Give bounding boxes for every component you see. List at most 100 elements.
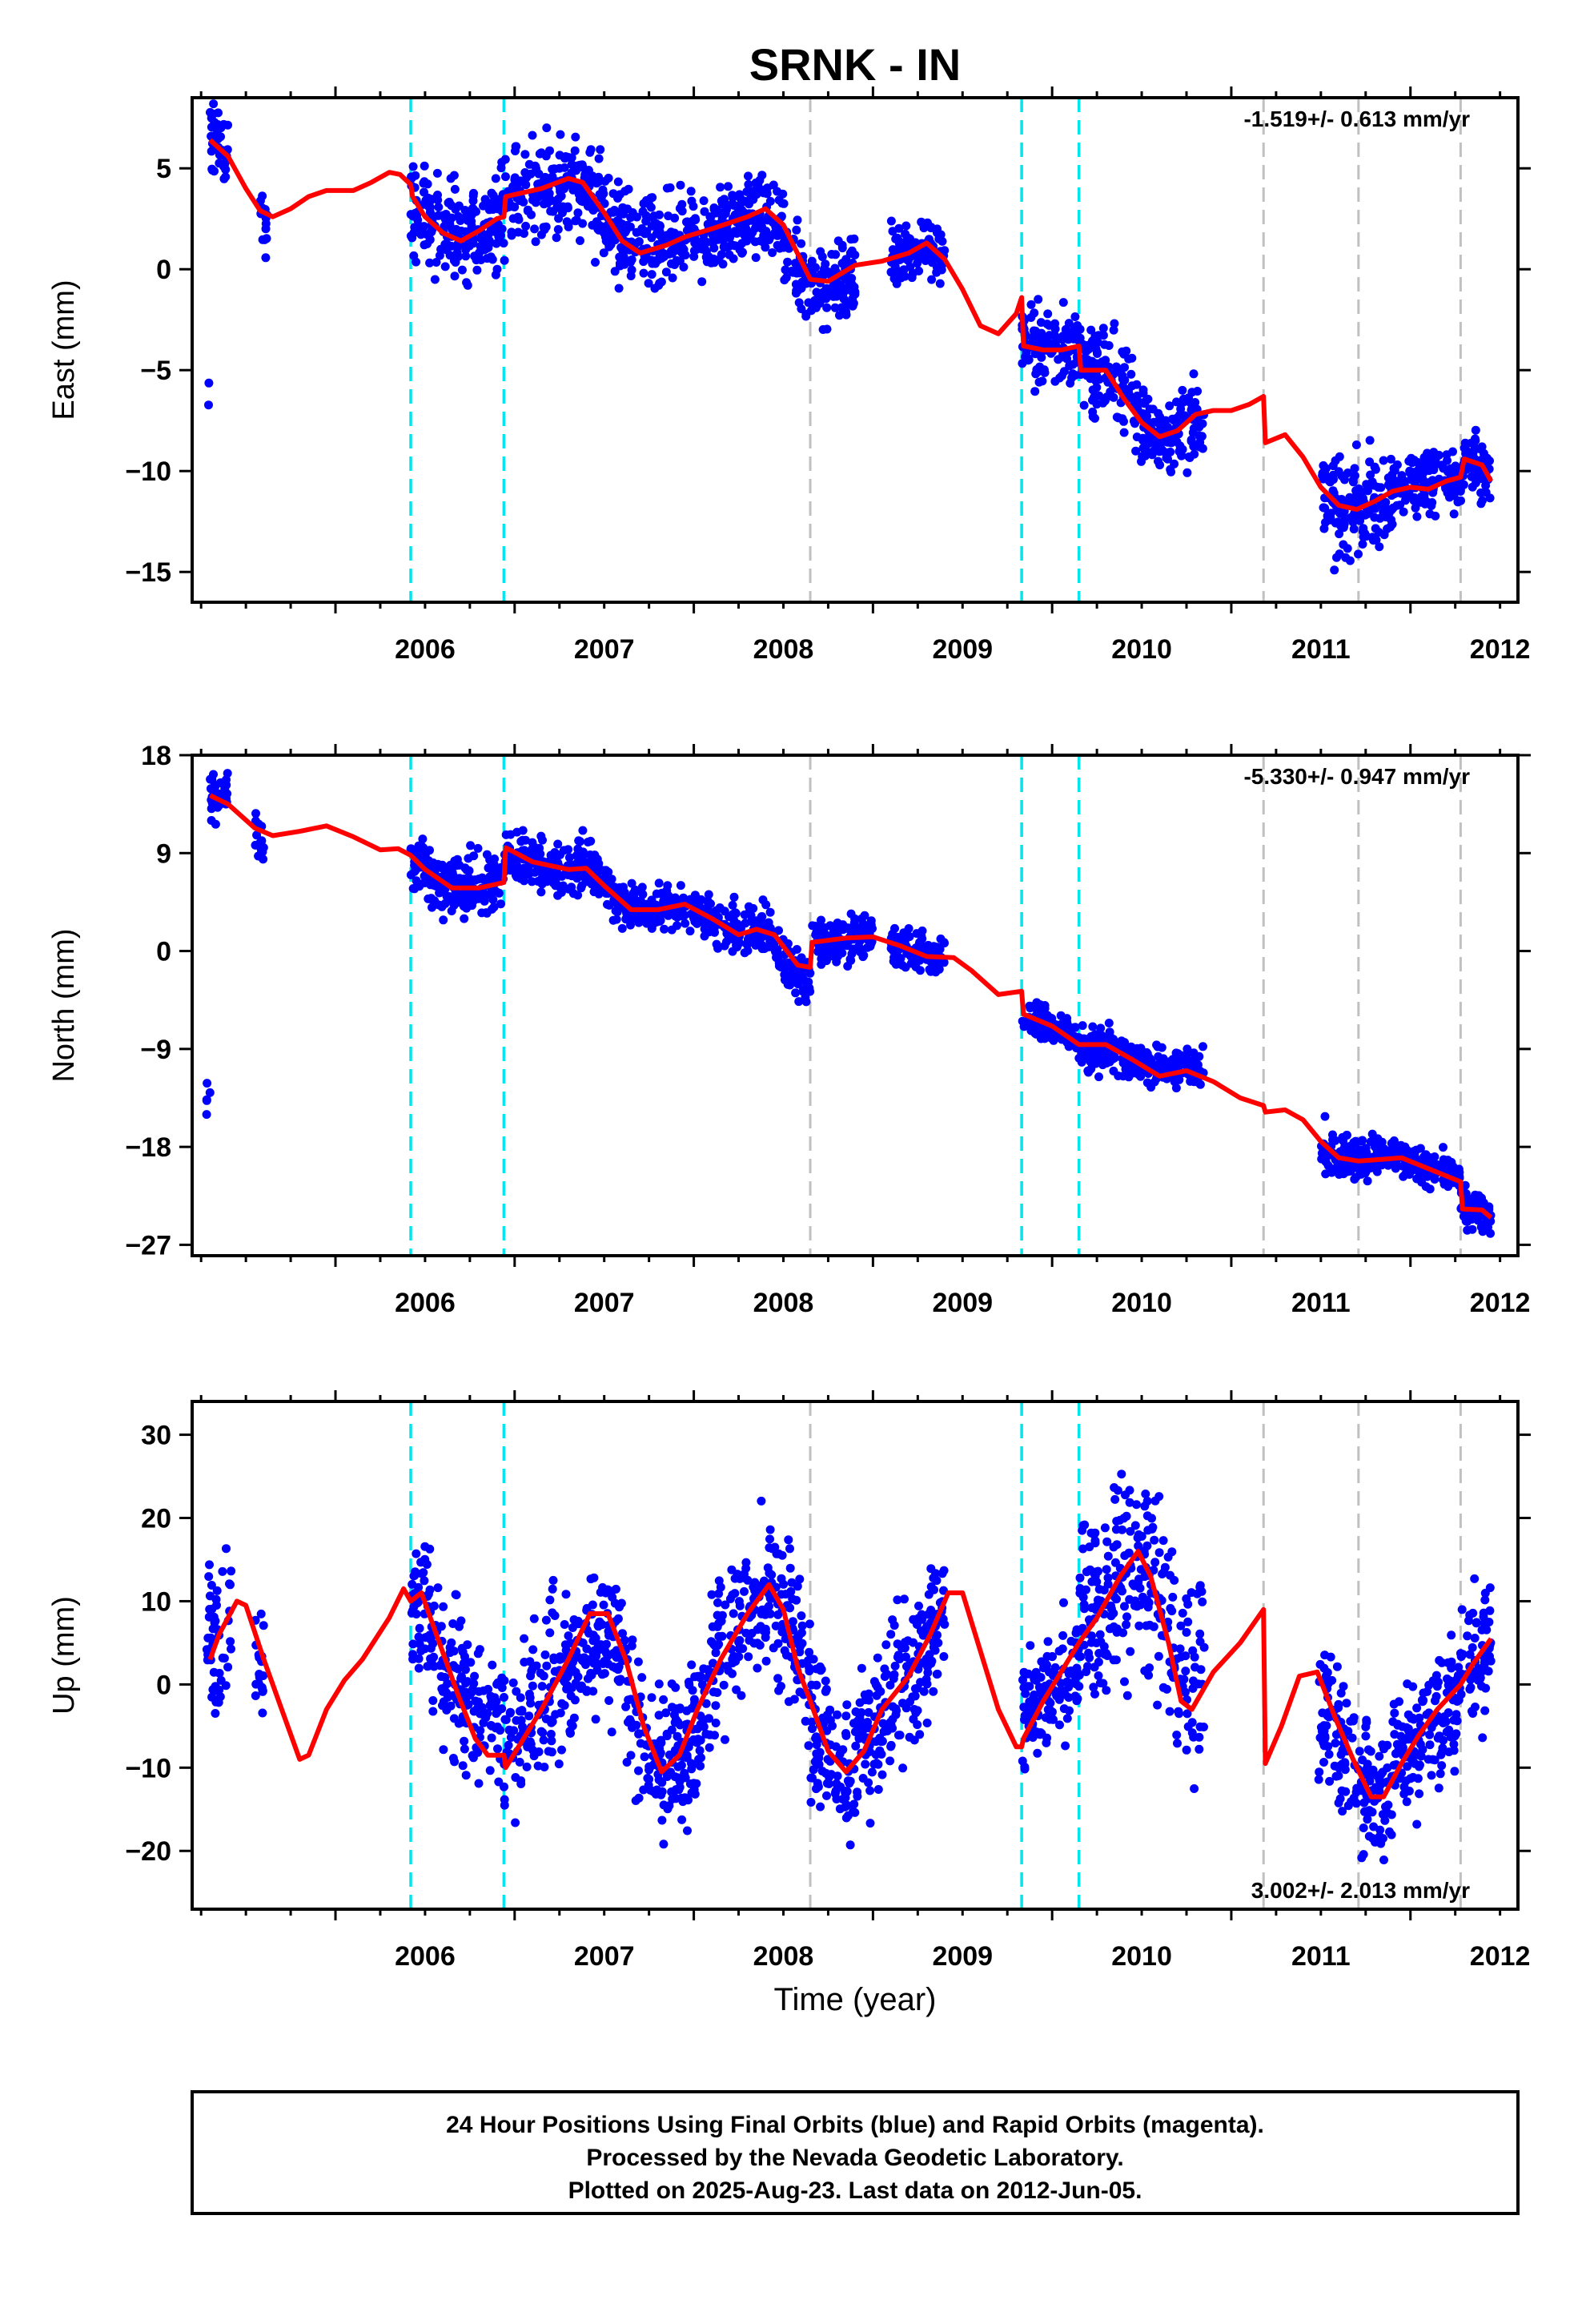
data-point [706, 899, 715, 908]
data-point [821, 259, 830, 269]
data-point [647, 1693, 656, 1703]
panel-frame [191, 754, 1520, 1257]
data-point [509, 1726, 519, 1735]
data-point [1338, 1146, 1347, 1155]
data-point [677, 245, 686, 255]
x-tick-label: 2007 [574, 1288, 635, 1318]
data-point [615, 190, 624, 199]
data-point [927, 275, 937, 284]
data-point [562, 217, 572, 227]
data-point [777, 1550, 787, 1560]
y-tick-label: −18 [125, 1132, 171, 1163]
data-point [1145, 448, 1154, 457]
data-point [536, 887, 546, 897]
data-point [500, 155, 510, 164]
data-point [607, 1727, 616, 1737]
data-point [806, 1798, 816, 1807]
data-point [838, 288, 848, 298]
data-point [511, 1818, 520, 1827]
data-point [512, 872, 522, 882]
data-point [629, 891, 639, 900]
data-point [207, 775, 217, 785]
data-point [1321, 1169, 1331, 1179]
data-point [758, 895, 768, 905]
data-point [689, 251, 699, 261]
data-point [865, 923, 874, 933]
data-point [886, 267, 896, 277]
data-point [221, 172, 231, 182]
data-point [412, 223, 421, 232]
data-point [1036, 318, 1046, 328]
data-point [1118, 1058, 1128, 1068]
data-point [716, 1582, 725, 1592]
data-point [487, 1733, 496, 1743]
data-point [493, 1744, 502, 1754]
data-point [1339, 521, 1348, 531]
data-point [1075, 324, 1085, 334]
data-point [620, 1635, 629, 1645]
data-point [645, 1763, 655, 1772]
data-point [677, 1760, 686, 1770]
data-point [637, 1673, 647, 1683]
data-point [1460, 444, 1469, 453]
data-point [447, 241, 456, 251]
data-point [546, 207, 556, 216]
data-point [717, 1631, 727, 1641]
data-point [688, 1686, 697, 1695]
data-point [1165, 1057, 1174, 1067]
data-point [414, 1582, 424, 1592]
data-point [1145, 404, 1154, 414]
data-point [1456, 496, 1465, 505]
data-point [545, 1595, 555, 1605]
data-point [894, 223, 904, 233]
data-point [586, 145, 596, 155]
data-point [852, 1727, 861, 1736]
data-point [816, 247, 825, 256]
x-tick-label: 2006 [395, 634, 456, 665]
data-point [471, 1696, 480, 1706]
data-point [740, 1586, 749, 1596]
data-point [729, 892, 739, 902]
x-tick-label: 2006 [395, 1288, 456, 1318]
data-point [466, 841, 476, 850]
data-point [1156, 421, 1166, 431]
data-point [792, 1595, 801, 1605]
data-point [604, 1659, 613, 1669]
data-point [1068, 369, 1078, 379]
data-point [681, 919, 690, 928]
data-point [1086, 325, 1096, 335]
y-tick-label: −15 [125, 557, 171, 588]
data-point [221, 1681, 231, 1691]
data-point [1138, 452, 1147, 461]
data-point [510, 175, 520, 184]
data-point [453, 1664, 463, 1674]
data-point [204, 378, 214, 388]
data-point [1481, 480, 1491, 490]
data-point [223, 120, 232, 130]
data-point [765, 1534, 774, 1544]
model-curve [209, 793, 1493, 1220]
data-point [748, 187, 757, 197]
data-point [211, 1709, 220, 1718]
data-point [1105, 1027, 1114, 1037]
data-point [439, 1602, 448, 1611]
data-point [1467, 438, 1476, 448]
data-point [849, 945, 859, 955]
y-tick-label: 18 [141, 741, 171, 771]
data-point [817, 915, 825, 925]
data-point [1096, 1023, 1106, 1033]
data-point [563, 202, 572, 211]
data-point [1178, 385, 1187, 395]
data-point [735, 222, 745, 231]
data-point [782, 1651, 791, 1660]
data-point [251, 809, 260, 818]
data-point [1365, 1163, 1375, 1172]
data-point [919, 222, 929, 231]
data-point [760, 944, 769, 954]
data-point [1404, 456, 1414, 466]
data-point [452, 224, 461, 234]
data-point [1371, 464, 1380, 474]
data-point [890, 954, 900, 963]
data-point [935, 279, 945, 288]
data-point [491, 174, 500, 183]
